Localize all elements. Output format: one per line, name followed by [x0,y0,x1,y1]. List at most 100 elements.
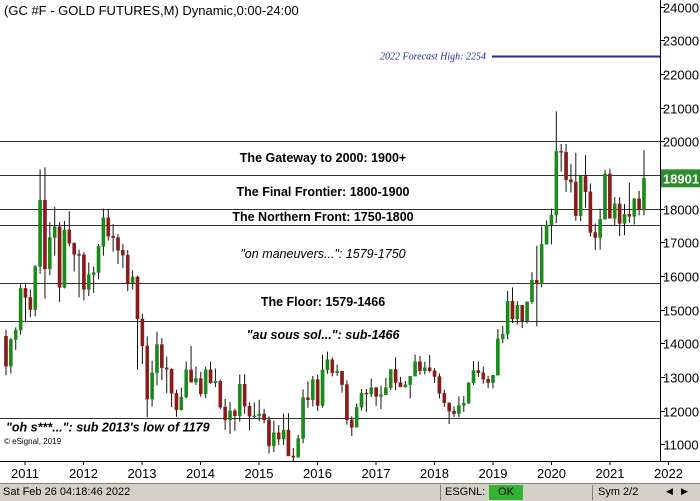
candle-body [330,359,335,374]
candle-body [539,244,544,284]
candle-body [72,243,76,255]
candle-body [4,335,8,367]
candle-body [257,413,262,417]
candle-body [111,236,115,238]
candle-body [140,318,145,347]
candle-body [262,413,266,421]
candle-body [500,333,505,340]
forecast-label: 2022 Forecast High: 2254 [380,52,486,63]
candle-body [281,429,286,440]
y-tick-label: 17000 [663,236,699,251]
chart-area[interactable]: 2022 Forecast High: 2254 The Gateway to 2… [0,0,660,461]
candle-body [23,288,28,298]
scroll-right-icon[interactable]: ▶ [681,486,688,496]
candle-body [315,379,320,406]
candle-body [476,370,481,374]
candle-body [48,237,52,270]
x-tick-label: 2015 [245,466,274,481]
level-label: The Floor: 1579-1466 [261,295,385,309]
status-divider [440,485,441,500]
x-tick-label: 2013 [128,466,157,481]
y-tick-label: 12000 [663,405,699,420]
candle-body [569,179,573,183]
candle-body [13,329,18,340]
x-tick-label: 2021 [596,466,625,481]
candle-body [505,300,510,335]
x-tick-label: 2020 [537,466,566,481]
candle-body [155,344,159,374]
level-label: "oh s***...": sub 2013's low of 1179 [6,420,210,434]
candle-body [369,387,374,395]
y-tick-label: 15000 [663,304,699,319]
candle-body [622,214,627,224]
candle-body [437,376,442,394]
candle-body [208,369,213,384]
candle-body [130,276,135,284]
candle-body [598,219,602,238]
candle-body [38,200,42,267]
candle-body [320,369,325,406]
y-tick-label: 21000 [663,102,699,117]
candle-body [515,305,520,320]
candle-body [179,396,184,411]
scroll-left-icon[interactable]: ◀ [666,486,673,496]
candle-body [82,254,86,290]
candle-body [442,393,447,403]
candle-body [296,438,301,458]
candle-body [233,410,237,417]
candle-body [106,217,111,237]
candle-body [101,217,106,247]
level-label: "au sous sol...": sub-1466 [247,328,401,342]
candle-body [617,203,622,224]
y-tick-label: 18000 [663,203,699,218]
candle-body [608,173,612,219]
candle-body [28,297,33,310]
status-timestamp: Sat Feb 26 04:18:46 2022 [3,486,131,498]
candle-body [603,173,607,220]
time-axis[interactable]: 2011 2012 2013 2014 2015 2016 2017 2018 2019 2020… [0,461,700,483]
candle-body [325,359,330,371]
candle-body [520,305,525,322]
candle-body [52,226,57,238]
x-tick-label: 2022 [654,466,683,481]
candle-body [403,384,408,388]
candle-body [413,361,417,377]
candle-body [223,406,227,421]
candle-body [573,181,578,216]
x-tick-label: 2019 [479,466,508,481]
candle-body [306,397,310,400]
candle-body [121,250,125,256]
candle-body [530,280,534,303]
price-axis[interactable]: 11000 12000 13000 14000 15000 16000 17000 18000… [660,0,700,461]
candle-body [593,232,598,238]
candle-body [632,198,637,217]
candle-body [491,374,495,383]
candle-body [91,272,96,275]
candle-body [301,397,305,439]
candle-body [627,214,632,217]
candle-body [252,415,257,418]
candle-body [203,369,208,394]
candle-body [43,200,47,270]
candle-body [340,370,344,385]
candle-body [267,419,271,447]
candle-body [427,367,432,372]
level-label: "on maneuvers...": 1579-1750 [240,247,405,261]
candle-body [311,379,315,400]
candle-body [393,369,398,383]
candle-body [116,237,120,251]
candle-body [432,370,437,377]
candle-body [418,361,422,372]
candle-body [471,370,476,384]
candle-body [583,176,588,193]
candle-body [164,367,169,370]
candle-body [33,266,38,310]
candle-body [364,392,369,395]
candle-body [160,344,164,368]
chart-plot: 2022 Forecast High: 2254 The Gateway to 2… [0,52,660,461]
candle-body [145,345,150,400]
candle-body [461,402,466,406]
candle-body [349,419,354,428]
candle-body [423,367,427,372]
candle-body [637,198,641,211]
